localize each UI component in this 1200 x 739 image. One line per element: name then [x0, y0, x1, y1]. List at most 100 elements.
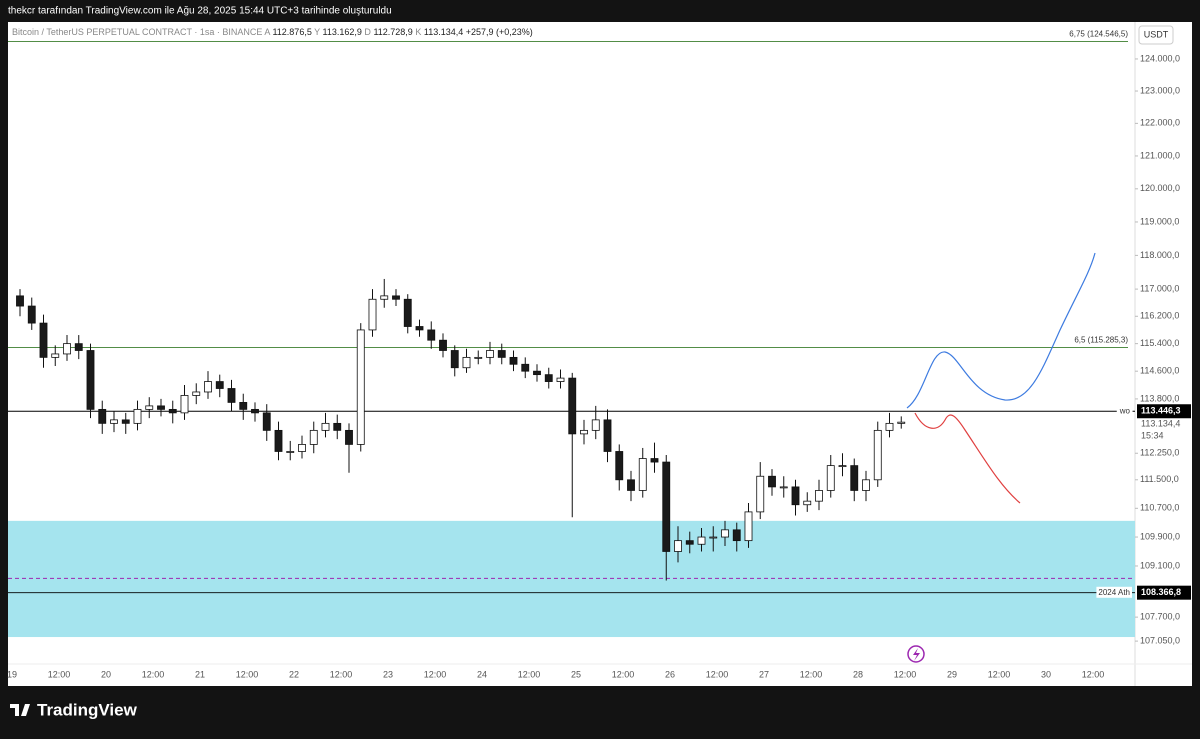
candle-body — [768, 475, 776, 488]
y-tick-label: 117.000,0 — [1140, 283, 1179, 293]
candle-body — [262, 412, 271, 431]
y-tick-label: 115.400,0 — [1140, 338, 1179, 348]
x-tick-label: 12:00 — [988, 669, 1011, 679]
candle-body — [63, 343, 71, 355]
candle-body — [403, 298, 412, 327]
candle-body — [27, 305, 36, 324]
x-tick-label: 12:00 — [612, 669, 635, 679]
candle-body — [215, 381, 224, 389]
candle-body — [333, 422, 342, 431]
candle-body — [815, 490, 823, 502]
candle-body — [862, 479, 870, 491]
candle-body — [603, 419, 612, 452]
price-tag-bg — [1137, 585, 1191, 600]
candle-body — [697, 536, 706, 545]
x-tick-label: 12:00 — [1082, 669, 1105, 679]
y-tick-label: 109.900,0 — [1140, 531, 1180, 541]
candle-body — [415, 326, 424, 331]
legend-key: Y — [314, 27, 320, 37]
currency: USDT — [1144, 29, 1169, 39]
candle-body — [392, 295, 400, 300]
candle-body — [51, 353, 60, 358]
candle-body — [98, 408, 107, 424]
y-tick-label: 119.000,0 — [1140, 216, 1179, 226]
y-tick-label: 114.600,0 — [1140, 366, 1179, 376]
y-tick-label: 123.000,0 — [1140, 85, 1180, 95]
price-tag: 108.366,8 — [1141, 587, 1181, 597]
y-tick-label: 118.000,0 — [1140, 250, 1179, 260]
y-tick-label: 116.200,0 — [1140, 311, 1179, 321]
y-tick-label: 107.700,0 — [1140, 612, 1180, 622]
y-tick-label: 120.000,0 — [1140, 183, 1180, 193]
x-tick-label: 12:00 — [894, 669, 917, 679]
x-tick-label: 27 — [759, 669, 769, 679]
candle-body — [439, 339, 447, 351]
candle-body — [826, 465, 835, 491]
candle-body — [180, 395, 189, 414]
currency-box[interactable] — [1138, 25, 1174, 45]
x-tick-label: 20 — [101, 669, 111, 679]
candle-body — [145, 405, 154, 410]
y-tick-label: 124.000,0 — [1140, 53, 1180, 63]
candle-body — [39, 322, 48, 358]
x-tick-label: 12:00 — [48, 669, 71, 679]
candle-body — [850, 465, 859, 491]
level-label-bg — [1116, 405, 1133, 417]
legend-key: A — [264, 27, 270, 37]
price-axis: 124.000,0 123.000,0 122.000,0 121.000,0 120.… — [7, 53, 1191, 679]
candle-body — [251, 408, 259, 414]
y-tick-label: 121.000,0 — [1140, 150, 1180, 160]
price-tag: 113.446,3 — [1141, 406, 1181, 416]
x-tick-label: 28 — [853, 669, 863, 679]
y-tick-label: 107.050,0 — [1140, 635, 1180, 645]
candle-body — [885, 422, 894, 431]
y-tick-label: 109.100,0 — [1140, 560, 1180, 570]
x-tick-label: 24 — [477, 669, 487, 679]
candle-body — [791, 486, 800, 506]
level-label: wo — [1119, 406, 1131, 415]
level-label: 6,75 (124.546,5) — [1069, 30, 1128, 39]
candle-body — [486, 350, 494, 358]
x-tick-label: 12:00 — [518, 669, 541, 679]
legend: Bitcoin / TetherUS PERPETUAL CONTRACT · … — [12, 27, 533, 37]
event-icon[interactable] — [907, 645, 925, 663]
candle-body — [227, 388, 236, 403]
y-tick-label: 112.250,0 — [1140, 448, 1179, 458]
candle-body — [533, 370, 541, 376]
countdown: 15:34 — [1141, 431, 1164, 441]
legend-value: 112.728,9 — [373, 27, 412, 37]
y-tick-label: 113.800,0 — [1140, 393, 1179, 403]
level-label: 2024 Ath — [1098, 588, 1130, 597]
legend-key: K — [415, 27, 421, 37]
legend-change: +257,9 (+0,23%) — [466, 27, 533, 37]
candle-body — [157, 405, 165, 410]
candle-body — [239, 402, 248, 410]
candle-body — [192, 391, 201, 396]
level-label-bg — [1096, 586, 1132, 598]
candle-body — [521, 363, 530, 372]
candle-body — [16, 295, 24, 307]
candle-body — [627, 479, 635, 491]
x-tick-label: 25 — [571, 669, 581, 679]
price-tag-bg — [1137, 404, 1191, 419]
candle-body — [121, 419, 130, 424]
plot: 6,75 (124.546,5) 6,5 (115.285,3) wo 2024 At… — [8, 30, 1135, 638]
candle-body — [638, 458, 647, 491]
x-tick-label: 12:00 — [236, 669, 259, 679]
candle-body — [274, 429, 283, 452]
candle-body — [450, 350, 459, 369]
candle-body — [662, 461, 671, 552]
x-tick-label: 22 — [289, 669, 299, 679]
legend-value: 112.876,5 — [272, 27, 311, 37]
brand-logo — [10, 704, 30, 716]
candle-body — [286, 451, 295, 453]
legend-key: D — [364, 27, 371, 37]
candle-body — [321, 422, 330, 431]
brand-name: TradingView — [37, 700, 138, 719]
x-tick-label: 12:00 — [706, 669, 729, 679]
legend-value: 113.134,4 — [424, 27, 463, 37]
candle-body — [74, 343, 83, 351]
y-tick-label: 110.700,0 — [1140, 503, 1179, 513]
brand: TradingView — [10, 700, 138, 719]
